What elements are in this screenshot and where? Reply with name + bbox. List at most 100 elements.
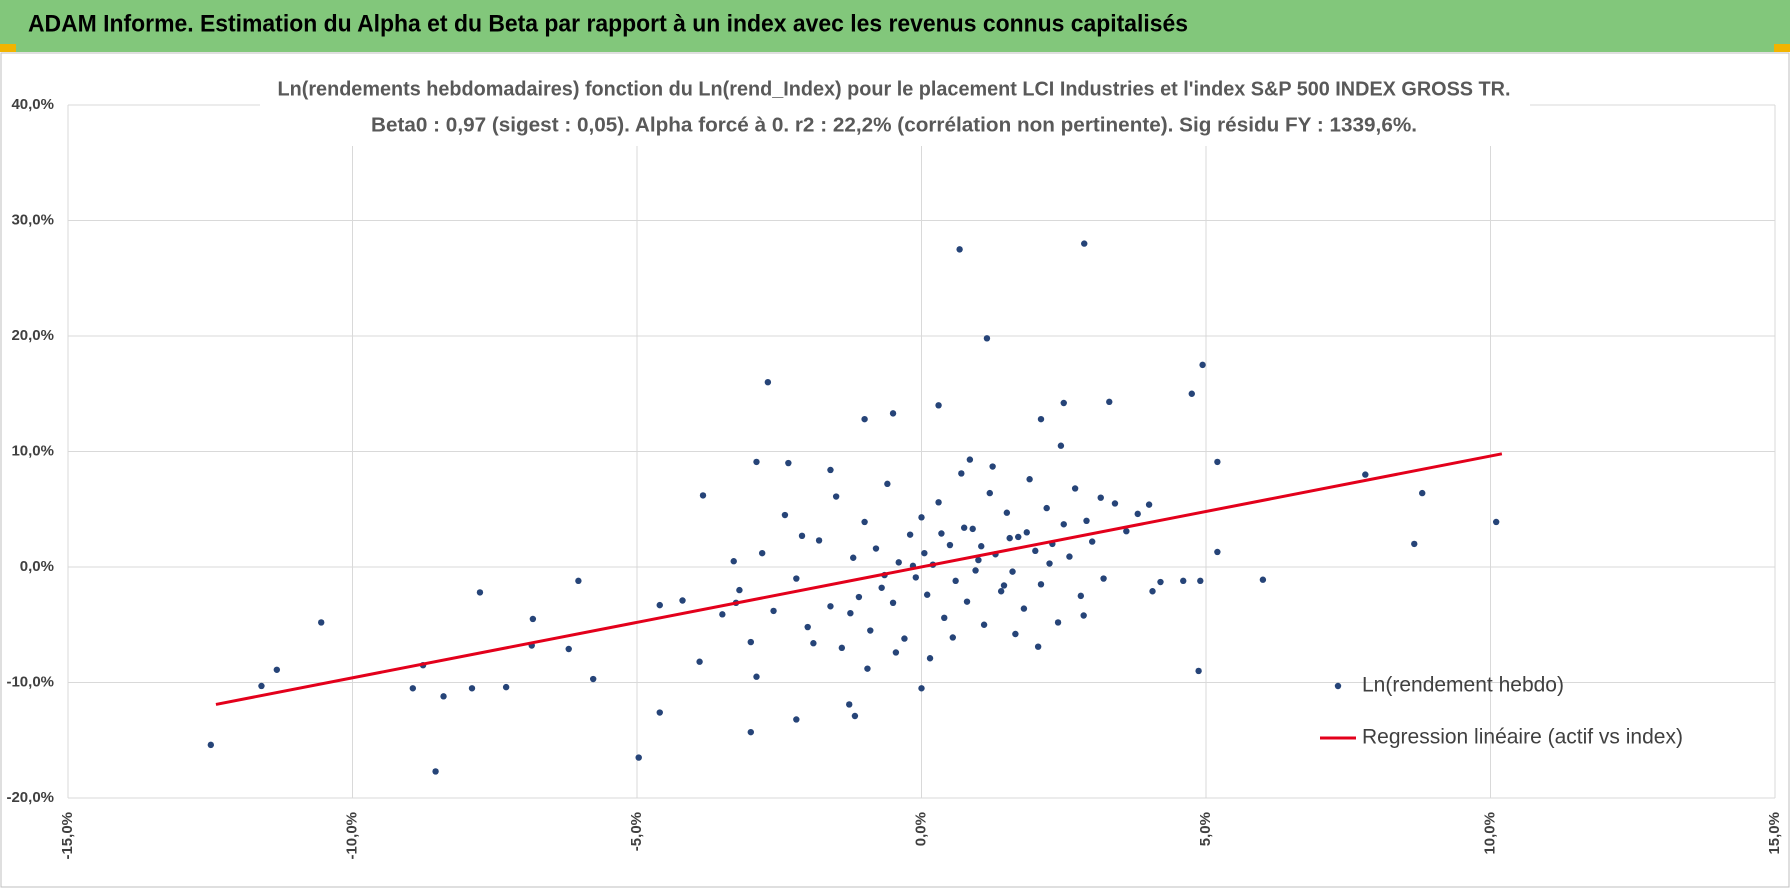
y-tick-label: 30,0%	[11, 211, 54, 228]
data-point	[589, 675, 597, 683]
legend-label: Ln(rendement hebdo)	[1362, 674, 1564, 697]
data-point	[867, 627, 874, 634]
data-point	[895, 559, 902, 566]
data-point	[1026, 476, 1033, 483]
data-point	[1054, 619, 1062, 626]
data-point	[1020, 605, 1028, 612]
data-point	[889, 599, 897, 607]
header-bar	[0, 0, 1790, 52]
data-point	[656, 601, 663, 609]
data-point	[1123, 527, 1130, 535]
x-tick-label: -10,0%	[343, 812, 360, 860]
data-point	[901, 635, 908, 642]
data-point	[1199, 361, 1206, 369]
data-point	[1089, 538, 1096, 545]
data-point	[1012, 630, 1019, 638]
data-point	[963, 598, 971, 605]
chart-title: Ln(rendements hebdomadaires) fonction du…	[278, 78, 1511, 100]
data-point	[1066, 553, 1073, 560]
data-point	[935, 499, 942, 506]
data-point	[1111, 500, 1119, 507]
data-point	[1134, 510, 1141, 518]
data-point	[1180, 577, 1187, 585]
data-point	[699, 492, 707, 499]
data-point	[1259, 576, 1267, 583]
data-point	[781, 511, 789, 519]
data-point	[966, 456, 974, 463]
data-point	[1083, 517, 1090, 524]
data-point	[468, 685, 476, 692]
data-point	[941, 614, 948, 622]
data-point	[793, 716, 800, 723]
data-point	[918, 685, 925, 692]
data-point	[938, 530, 945, 537]
data-point	[827, 466, 834, 474]
data-point	[969, 525, 976, 533]
data-point	[986, 489, 993, 497]
data-point	[980, 621, 988, 628]
data-point	[1157, 578, 1164, 586]
x-tick-label: -5,0%	[628, 812, 645, 851]
data-point	[838, 644, 846, 652]
data-point	[861, 415, 868, 423]
y-tick-label: 0,0%	[20, 558, 54, 575]
data-point	[502, 683, 510, 691]
data-point	[1214, 548, 1221, 556]
data-point	[1362, 471, 1369, 478]
data-point	[906, 531, 914, 538]
data-point	[798, 532, 806, 540]
legend-label: Regression linéaire (actif vs index)	[1362, 726, 1683, 749]
data-point	[1015, 533, 1022, 541]
data-point	[1097, 494, 1104, 501]
data-point	[989, 463, 996, 470]
data-point	[1195, 667, 1202, 675]
y-tick-label: 20,0%	[11, 327, 54, 344]
y-tick-label: 10,0%	[11, 442, 54, 459]
data-point	[923, 591, 931, 598]
data-point	[983, 335, 991, 342]
data-point	[1100, 575, 1107, 582]
data-point	[764, 379, 772, 386]
data-point	[635, 754, 642, 761]
data-point	[850, 554, 857, 561]
data-point	[1060, 521, 1067, 528]
data-point	[978, 543, 985, 550]
y-tick-label: -20,0%	[6, 789, 54, 806]
data-point	[1188, 390, 1195, 397]
x-tick-label: 10,0%	[1481, 812, 1498, 855]
data-point	[785, 459, 792, 467]
data-point	[1081, 240, 1088, 247]
y-tick-label: 40,0%	[11, 96, 54, 113]
data-point	[1023, 529, 1030, 536]
x-tick-label: 15,0%	[1766, 812, 1783, 855]
data-point	[1145, 501, 1153, 508]
data-point	[956, 246, 963, 253]
data-point	[696, 658, 703, 665]
header-title: ADAM Informe. Estimation du Alpha et du …	[28, 10, 1188, 37]
data-point	[440, 693, 447, 700]
data-point	[1057, 442, 1065, 449]
x-tick-label: 0,0%	[912, 812, 929, 846]
chart-frame	[0, 52, 1790, 888]
data-point	[565, 645, 572, 653]
data-point	[846, 701, 853, 708]
data-point	[1003, 509, 1011, 516]
data-point	[855, 593, 863, 601]
data-point	[1034, 643, 1042, 650]
data-point	[1077, 592, 1085, 600]
data-point	[730, 558, 737, 565]
x-tick-label: -15,0%	[59, 812, 76, 860]
data-point	[432, 768, 439, 775]
data-point	[1032, 547, 1039, 555]
data-point	[851, 712, 859, 720]
data-point	[679, 597, 686, 604]
data-point	[1149, 588, 1156, 595]
data-point	[884, 480, 891, 488]
data-point	[912, 574, 920, 581]
data-point	[753, 673, 760, 680]
legend-swatch	[1334, 682, 1342, 690]
data-point	[575, 577, 582, 585]
data-point	[827, 603, 834, 610]
data-point	[921, 549, 928, 557]
